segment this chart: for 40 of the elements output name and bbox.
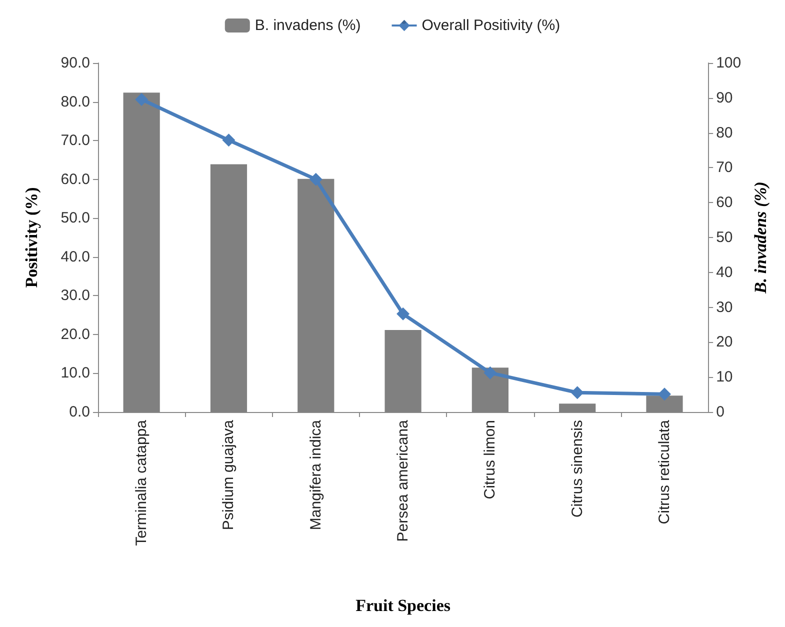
y-tick-label: 90.0 [60, 54, 90, 72]
y2-tick-label: 60 [716, 194, 733, 212]
x-tick-label: Mangifera indica [307, 419, 324, 530]
x-axis-title: Fruit Species [356, 596, 451, 615]
y-tick-label: 60.0 [60, 170, 90, 188]
legend-label: Overall Positivity (%) [422, 17, 560, 34]
point [396, 307, 410, 320]
y2-tick-label: 30 [716, 298, 733, 316]
y-tick-label: 70.0 [60, 132, 90, 150]
x-tick-label: Psidium guajava [220, 419, 238, 530]
y2-tick-label: 10 [716, 368, 733, 386]
y-tick-label: 0.0 [69, 404, 90, 420]
y2-tick-label: 50 [716, 229, 733, 246]
y2-axis-title: B. invadens (%) [751, 182, 770, 294]
y-tick-label: 10.0 [60, 364, 90, 382]
x-tick-label: Citrus reticulata [656, 419, 673, 524]
y-tick-label: 50.0 [60, 210, 90, 227]
y2-tick-label: 20 [716, 334, 733, 351]
x-tick-label: Terminalia catappa [133, 419, 150, 546]
point [222, 134, 236, 147]
y-axis-title: Positivity (%) [22, 187, 41, 288]
y2-tick-label: 90 [716, 89, 733, 106]
y2-tick-label: 80 [716, 124, 733, 142]
y-tick-label: 80.0 [60, 93, 90, 110]
y-tick-label: 20.0 [60, 326, 90, 343]
y2-tick-label: 40 [716, 264, 733, 281]
x-tick-label: Persea americana [394, 419, 412, 542]
x-tick-label: Citrus limon [482, 420, 499, 500]
point [309, 172, 322, 186]
y-tick-label: 30.0 [60, 287, 90, 304]
y-tick-label: 40.0 [60, 248, 90, 266]
y2-tick-label: 0 [716, 404, 724, 420]
legend-label: B. invadens (%) [254, 17, 361, 34]
y2-tick-label: 70 [716, 159, 733, 176]
point [570, 386, 584, 400]
point [135, 92, 148, 106]
point [658, 388, 671, 401]
x-tick-label: Citrus sinensis [568, 420, 586, 518]
y2-tick-label: 100 [716, 54, 742, 72]
point [484, 366, 497, 380]
